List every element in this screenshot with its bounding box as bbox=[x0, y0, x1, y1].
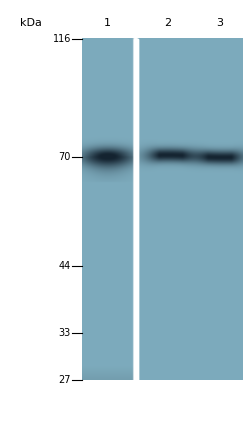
Text: 44: 44 bbox=[59, 261, 71, 271]
Text: 33: 33 bbox=[59, 328, 71, 338]
Bar bbox=[134, 39, 138, 380]
Text: 116: 116 bbox=[53, 34, 71, 44]
Text: 3: 3 bbox=[216, 18, 223, 28]
Text: kDa: kDa bbox=[20, 18, 41, 28]
Text: 27: 27 bbox=[59, 375, 71, 385]
Text: 1: 1 bbox=[104, 18, 111, 28]
Text: 2: 2 bbox=[164, 18, 171, 28]
Text: 70: 70 bbox=[59, 152, 71, 162]
Bar bbox=[134, 39, 138, 380]
